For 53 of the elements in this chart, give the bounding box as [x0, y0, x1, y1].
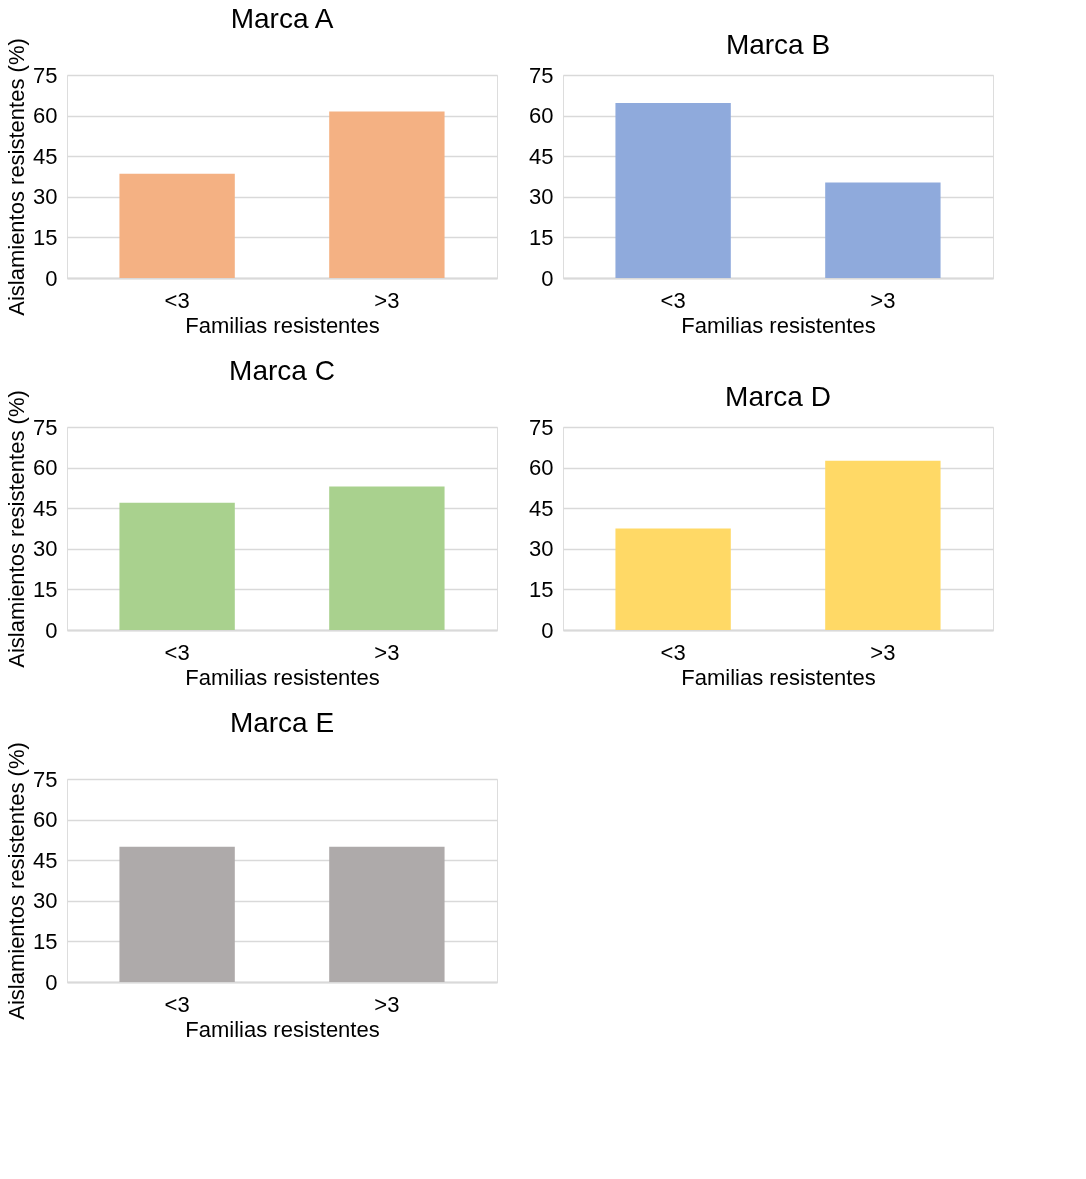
y-axis-title: Aislamientos resistentes (%)	[4, 742, 30, 1020]
x-tick-label: <3	[660, 287, 686, 313]
y-tick-label: 45	[33, 143, 58, 169]
y-tick-label: 30	[33, 184, 58, 210]
x-tick-label: >3	[374, 287, 400, 313]
chart-title: Marca E	[229, 706, 335, 738]
x-tick-label: <3	[164, 639, 190, 665]
x-axis-title: Familias resistentes	[185, 312, 380, 338]
x-axis-title: Familias resistentes	[185, 664, 380, 690]
x-axis-title: Familias resistentes	[681, 664, 876, 690]
y-tick-label: 30	[33, 536, 58, 562]
y-tick-label: 60	[33, 455, 58, 481]
x-tick-label: >3	[870, 639, 896, 665]
x-axis-title: Familias resistentes	[681, 312, 876, 338]
y-tick-label: 60	[529, 455, 554, 481]
x-tick-label: >3	[374, 991, 400, 1017]
y-tick-label: 45	[529, 495, 554, 521]
chart-title: Marca B	[725, 29, 831, 60]
y-tick-label: 0	[541, 265, 554, 291]
y-tick-label: 60	[33, 807, 58, 833]
y-tick-label: 60	[33, 103, 58, 129]
y-tick-label: 30	[529, 184, 554, 210]
x-axis-title: Familias resistentes	[185, 1016, 380, 1042]
y-tick-label: 15	[33, 928, 58, 954]
y-tick-label: 75	[33, 414, 58, 440]
y-tick-label: 0	[541, 617, 554, 643]
x-tick-label: <3	[164, 991, 190, 1017]
y-axis-title: Aislamientos resistentes (%)	[4, 390, 30, 668]
y-tick-label: 15	[33, 576, 58, 602]
y-tick-label: 0	[45, 617, 58, 643]
chart-title: Marca A	[230, 2, 334, 34]
y-tick-label: 45	[33, 847, 58, 873]
x-tick-label: <3	[164, 287, 190, 313]
x-tick-label: >3	[374, 639, 400, 665]
x-tick-label: >3	[870, 287, 896, 313]
y-tick-label: 45	[33, 495, 58, 521]
y-tick-label: 75	[33, 62, 58, 88]
chart-title: Marca C	[229, 354, 335, 386]
y-tick-label: 75	[529, 62, 554, 88]
y-tick-label: 0	[45, 969, 58, 995]
y-tick-label: 60	[529, 103, 554, 129]
y-tick-label: 0	[45, 265, 58, 291]
y-axis-title: Aislamientos resistentes (%)	[4, 38, 30, 316]
y-tick-label: 75	[33, 766, 58, 792]
chart-title: Marca D	[725, 381, 831, 412]
x-tick-label: <3	[660, 639, 686, 665]
y-tick-label: 15	[529, 224, 554, 250]
y-tick-label: 45	[529, 143, 554, 169]
y-tick-label: 75	[529, 414, 554, 440]
y-tick-label: 15	[529, 576, 554, 602]
y-tick-label: 30	[529, 536, 554, 562]
y-tick-label: 30	[33, 888, 58, 914]
y-tick-label: 15	[33, 224, 58, 250]
